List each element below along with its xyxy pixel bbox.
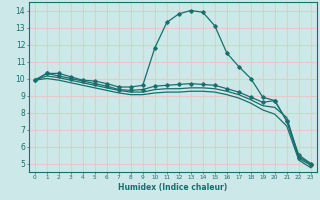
X-axis label: Humidex (Indice chaleur): Humidex (Indice chaleur) (118, 183, 228, 192)
